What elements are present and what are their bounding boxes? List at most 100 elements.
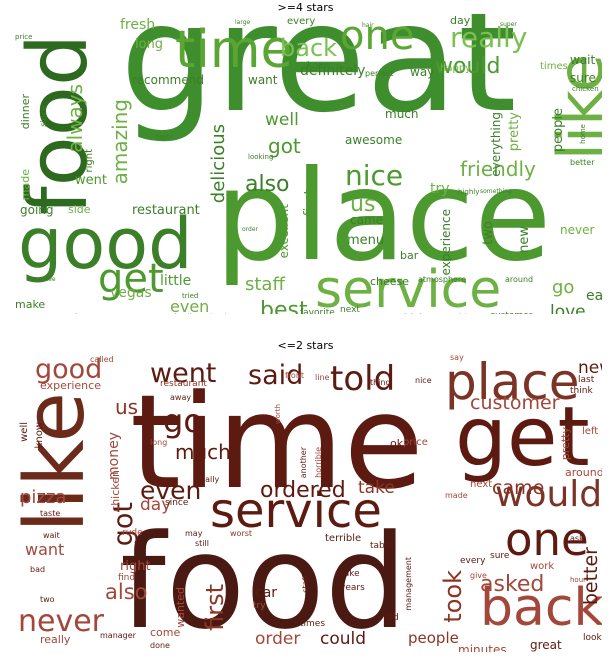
cloud-word-definitely: definitely: [300, 63, 366, 79]
cloud-word-highly: highly: [458, 188, 480, 196]
cloud-word-love: love: [550, 302, 586, 315]
cloud-word-another: another: [299, 447, 308, 479]
wordcloud-negative: time food like get service place back would one t…: [10, 352, 602, 652]
cloud-word-well: well: [265, 110, 299, 130]
cloud-word-manager: manager: [100, 631, 136, 640]
cloud-word-great: great: [120, 14, 517, 146]
cloud-word-tried: tried: [182, 292, 199, 300]
cloud-word-happy: happy: [440, 63, 472, 74]
cloud-word-car: car: [255, 585, 278, 601]
cloud-word-left: left: [582, 426, 599, 437]
cloud-word-old: old: [385, 613, 399, 623]
cloud-word-would: would: [495, 474, 602, 515]
cloud-word-come: come: [150, 626, 181, 639]
cloud-word-want: want: [248, 73, 278, 87]
cloud-word-worth: worth: [274, 404, 282, 425]
cloud-word-place: place: [445, 353, 580, 411]
cloud-word-made: made: [19, 169, 32, 201]
cloud-word-worst: worst: [230, 529, 253, 538]
cloud-word-friendly: friendly: [460, 157, 536, 181]
cloud-word-also: also: [245, 172, 290, 197]
cloud-word-good: good: [35, 354, 103, 385]
cloud-word-atmosphere: atmosphere: [418, 275, 466, 284]
cloud-word-called: called: [90, 355, 114, 364]
cloud-word-us: us: [115, 395, 139, 419]
cloud-word-done: done: [150, 641, 170, 650]
cloud-word-times: times: [540, 61, 568, 72]
cloud-word-right: right: [120, 559, 151, 574]
cloud-word-staff: staff: [245, 274, 285, 295]
cloud-word-day: day: [140, 495, 172, 515]
cloud-word-ordered: ordered: [260, 478, 346, 503]
cloud-word-minutes: minutes: [458, 643, 507, 652]
cloud-word-menu: menu: [347, 233, 385, 248]
cloud-word-times: times: [300, 619, 326, 629]
cloud-word-home: home: [579, 124, 587, 144]
cloud-word-go: go: [163, 402, 203, 440]
cloud-word-good: good: [18, 203, 193, 285]
cloud-word-finally: finally: [195, 475, 220, 484]
cloud-word-one: one: [505, 513, 589, 566]
cloud-word-next: next: [470, 479, 493, 490]
cloud-word-everything: everything: [489, 112, 503, 177]
cloud-word-would: would: [435, 54, 501, 79]
cloud-word-sure: sure: [570, 71, 596, 85]
cloud-word-customer: customer: [470, 392, 560, 414]
cloud-word-even: even: [140, 476, 202, 505]
cloud-word-sure: sure: [490, 551, 510, 561]
cloud-word-excellent: excellent: [277, 204, 291, 259]
cloud-word-really: really: [450, 21, 528, 54]
cloud-word-made: made: [445, 491, 468, 500]
cloud-word-took: took: [439, 570, 467, 623]
cloud-word-super: super: [500, 21, 517, 28]
cloud-word-better: better: [570, 158, 595, 167]
cloud-word-away: away: [170, 393, 192, 402]
cloud-word-around: around: [505, 275, 534, 284]
cloud-word-amazing: amazing: [108, 99, 132, 185]
cloud-word-know: know: [307, 61, 331, 71]
cloud-word-awesome: awesome: [345, 133, 403, 147]
cloud-word-new: new: [517, 226, 532, 253]
cloud-word-much: much: [385, 107, 419, 121]
cloud-word-take: take: [358, 478, 395, 498]
cloud-word-pizza: pizza: [20, 487, 67, 508]
cloud-word-price: price: [403, 437, 428, 448]
cloud-word-eat: eat: [586, 288, 602, 304]
cloud-word-restaurant: restaurant: [160, 379, 207, 389]
title-negative: <=2 stars: [277, 339, 334, 352]
cloud-word-long: long: [150, 438, 168, 447]
cloud-word-around: around: [565, 466, 602, 479]
cloud-word-think: think: [570, 386, 593, 396]
cloud-word-never: never: [560, 223, 595, 237]
cloud-word-try: try: [430, 181, 450, 197]
cloud-word-every: every: [287, 16, 316, 27]
cloud-word-since: since: [165, 498, 189, 508]
cloud-word-nice: nice: [415, 376, 432, 385]
cloud-word-get: get: [455, 390, 590, 485]
cloud-word-price: price: [15, 33, 33, 41]
cloud-word-every: every: [460, 556, 486, 566]
cloud-word-even: even: [170, 297, 210, 315]
cloud-word-right: right: [84, 149, 95, 173]
cloud-word-time: time: [130, 366, 424, 518]
cloud-word-told: told: [330, 359, 396, 399]
cloud-word-order: order: [242, 226, 258, 233]
cloud-word-rude: rude: [122, 528, 143, 538]
cloud-word-never: never: [18, 604, 105, 639]
cloud-word-get: get: [98, 256, 164, 302]
cloud-word-since: since: [39, 106, 48, 127]
cloud-word-night: night: [155, 133, 174, 141]
cloud-word-back: back: [280, 34, 338, 62]
cloud-word-try: try: [253, 601, 266, 611]
cloud-word-look: look: [583, 633, 602, 643]
cloud-word-people: people: [408, 629, 459, 647]
cloud-word-delicious: delicious: [208, 124, 229, 204]
cloud-word-came: came: [350, 213, 384, 227]
cloud-word-come: come: [30, 312, 63, 314]
cloud-word-service: service: [315, 260, 502, 314]
cloud-word-find: find: [118, 573, 136, 583]
cloud-word-know: know: [34, 422, 45, 449]
cloud-word-staff: staff: [301, 575, 310, 593]
cloud-word-restaurant: restaurant: [132, 203, 200, 218]
cloud-word-two: two: [40, 595, 55, 604]
